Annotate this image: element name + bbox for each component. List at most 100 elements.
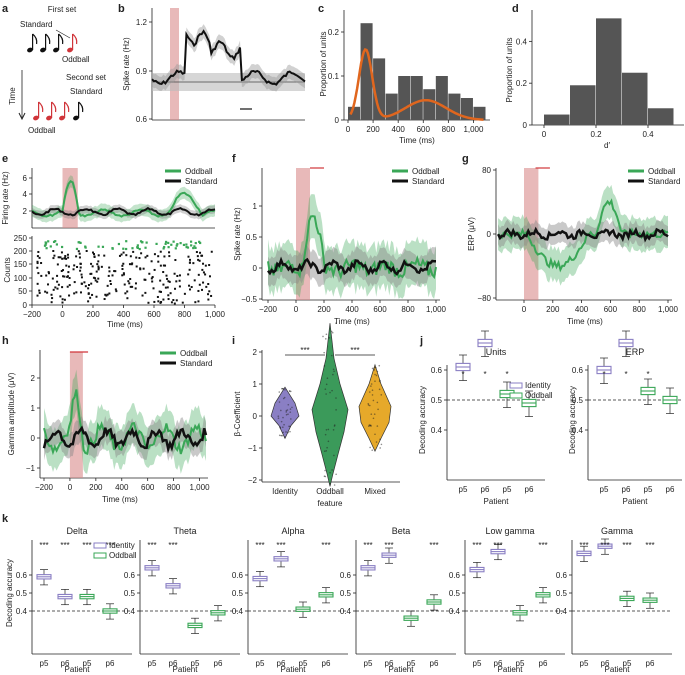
e-raster-dot bbox=[65, 264, 68, 267]
e-standard-line bbox=[31, 206, 216, 217]
j-sig-star: * bbox=[602, 370, 605, 379]
k-patient-label: p5 bbox=[473, 659, 482, 668]
i-data-dot bbox=[374, 380, 376, 382]
e-raster-dot bbox=[66, 275, 69, 278]
e-raster-dot bbox=[94, 279, 97, 282]
e-raster-dot bbox=[164, 286, 167, 289]
i-data-dot bbox=[277, 415, 280, 418]
e-raster-oddball-dot bbox=[174, 247, 177, 250]
k0-ytick-label: 0.6 bbox=[16, 571, 28, 580]
e-raster-dot bbox=[126, 290, 129, 293]
g-xlabel: Time (ms) bbox=[567, 317, 603, 326]
e-raster-dot bbox=[173, 272, 176, 275]
e-raster-dot bbox=[59, 256, 62, 259]
d-xtick-label: 0.4 bbox=[642, 130, 654, 139]
k1-ytick-label: 0.6 bbox=[124, 571, 136, 580]
i-data-dot bbox=[282, 387, 284, 390]
e-raster-oddball-dot bbox=[167, 241, 170, 245]
e-raster-dot bbox=[164, 264, 167, 267]
e-raster-dot bbox=[198, 259, 201, 262]
i-violin bbox=[358, 363, 392, 453]
e-raster-oddball-dot bbox=[117, 242, 121, 246]
e-raster-dot bbox=[131, 285, 134, 288]
e-xtick-label: 800 bbox=[178, 310, 192, 319]
h-xlabel: Time (ms) bbox=[102, 495, 138, 504]
k-xlabel: Patient bbox=[605, 665, 631, 674]
i-data-dot bbox=[289, 430, 291, 433]
e-raster-dot bbox=[91, 293, 94, 296]
i-data-dot bbox=[323, 351, 325, 354]
e-raster-dot bbox=[160, 290, 163, 293]
e-raster-dot bbox=[148, 272, 151, 275]
e-raster-dot bbox=[207, 298, 210, 301]
i-data-dot bbox=[323, 450, 326, 453]
note-head bbox=[73, 115, 79, 121]
k-sig-star: *** bbox=[363, 541, 372, 550]
i-data-dot bbox=[371, 394, 374, 396]
e-raster-dot bbox=[52, 288, 55, 291]
j-legend-oddball: Oddball bbox=[525, 391, 553, 400]
i-data-dot bbox=[325, 393, 327, 395]
e-raster-oddball-dot bbox=[155, 242, 158, 246]
e-raster-dot bbox=[63, 257, 66, 260]
k-sig-star: *** bbox=[538, 541, 547, 550]
e-raster-dot bbox=[56, 263, 59, 266]
i-data-dot bbox=[287, 413, 289, 415]
e-raster-dot bbox=[72, 268, 75, 271]
e-xlabel: Time (ms) bbox=[107, 320, 143, 329]
e-raster-oddball-dot bbox=[49, 245, 52, 248]
e-raster-dot bbox=[36, 255, 39, 258]
i-ylabel: β-Coefficient bbox=[233, 391, 242, 437]
panel-letter: a bbox=[2, 3, 9, 15]
e-raster-dot bbox=[124, 292, 127, 295]
e-raster-dot bbox=[144, 256, 147, 259]
e-raster-dot bbox=[61, 257, 64, 260]
e-raster-dot bbox=[48, 272, 51, 275]
e-raster-dot bbox=[87, 300, 90, 303]
k-xlabel: Patient bbox=[498, 665, 524, 674]
h-standard-line bbox=[42, 425, 208, 454]
i-data-dot bbox=[328, 337, 331, 339]
i-data-dot bbox=[283, 436, 286, 438]
e-raster-oddball-dot bbox=[175, 244, 178, 247]
e-raster-dot bbox=[36, 294, 39, 297]
k-sig-star: *** bbox=[255, 541, 264, 550]
d-xtick-label: 0.2 bbox=[590, 130, 602, 139]
f-ytick-label: 0.5 bbox=[246, 233, 258, 242]
e-legend-standard: Standard bbox=[185, 177, 217, 186]
k-patient-label: p5 bbox=[580, 659, 589, 668]
j-sig-star: * bbox=[505, 370, 508, 379]
e-raster-dot bbox=[152, 287, 155, 290]
i-data-dot bbox=[278, 401, 281, 403]
i-violin bbox=[270, 386, 300, 440]
i-data-dot bbox=[325, 383, 328, 386]
i-data-dot bbox=[279, 426, 282, 428]
e-raster-dot bbox=[80, 273, 83, 276]
h-ytick-label: 0 bbox=[31, 434, 36, 443]
e-raster-dot bbox=[56, 274, 59, 277]
c-bar bbox=[373, 58, 386, 120]
k3-ytick-label: 0.6 bbox=[340, 571, 352, 580]
e-raster-dot bbox=[100, 265, 103, 268]
k-panel-title: Alpha bbox=[281, 526, 304, 536]
e-raster-dot bbox=[105, 294, 108, 297]
j-patient-label: p6 bbox=[525, 485, 534, 494]
i-data-dot bbox=[327, 428, 330, 431]
e-raster-dot bbox=[51, 297, 54, 300]
e-raster-oddball-dot bbox=[193, 245, 196, 248]
e-raster-dot bbox=[208, 290, 211, 293]
e-raster-oddball-dot bbox=[77, 241, 80, 244]
g-xtick-label: 400 bbox=[575, 305, 589, 314]
b-ylabel: Spike rate (Hz) bbox=[122, 37, 131, 91]
e-raster-dot bbox=[159, 279, 162, 282]
e-raster-dot bbox=[198, 283, 201, 286]
e-ylabel-bottom: Counts bbox=[3, 257, 12, 282]
e-raster-dot bbox=[122, 272, 125, 275]
e-raster-dot bbox=[205, 285, 208, 288]
panel-letter: e bbox=[2, 153, 8, 165]
e-raster-oddball-dot bbox=[52, 240, 56, 244]
j-panel-title: Units bbox=[486, 347, 507, 357]
e-raster-dot bbox=[188, 261, 191, 264]
e-raster-dot bbox=[103, 298, 106, 301]
e-raster-oddball-dot bbox=[194, 246, 197, 250]
